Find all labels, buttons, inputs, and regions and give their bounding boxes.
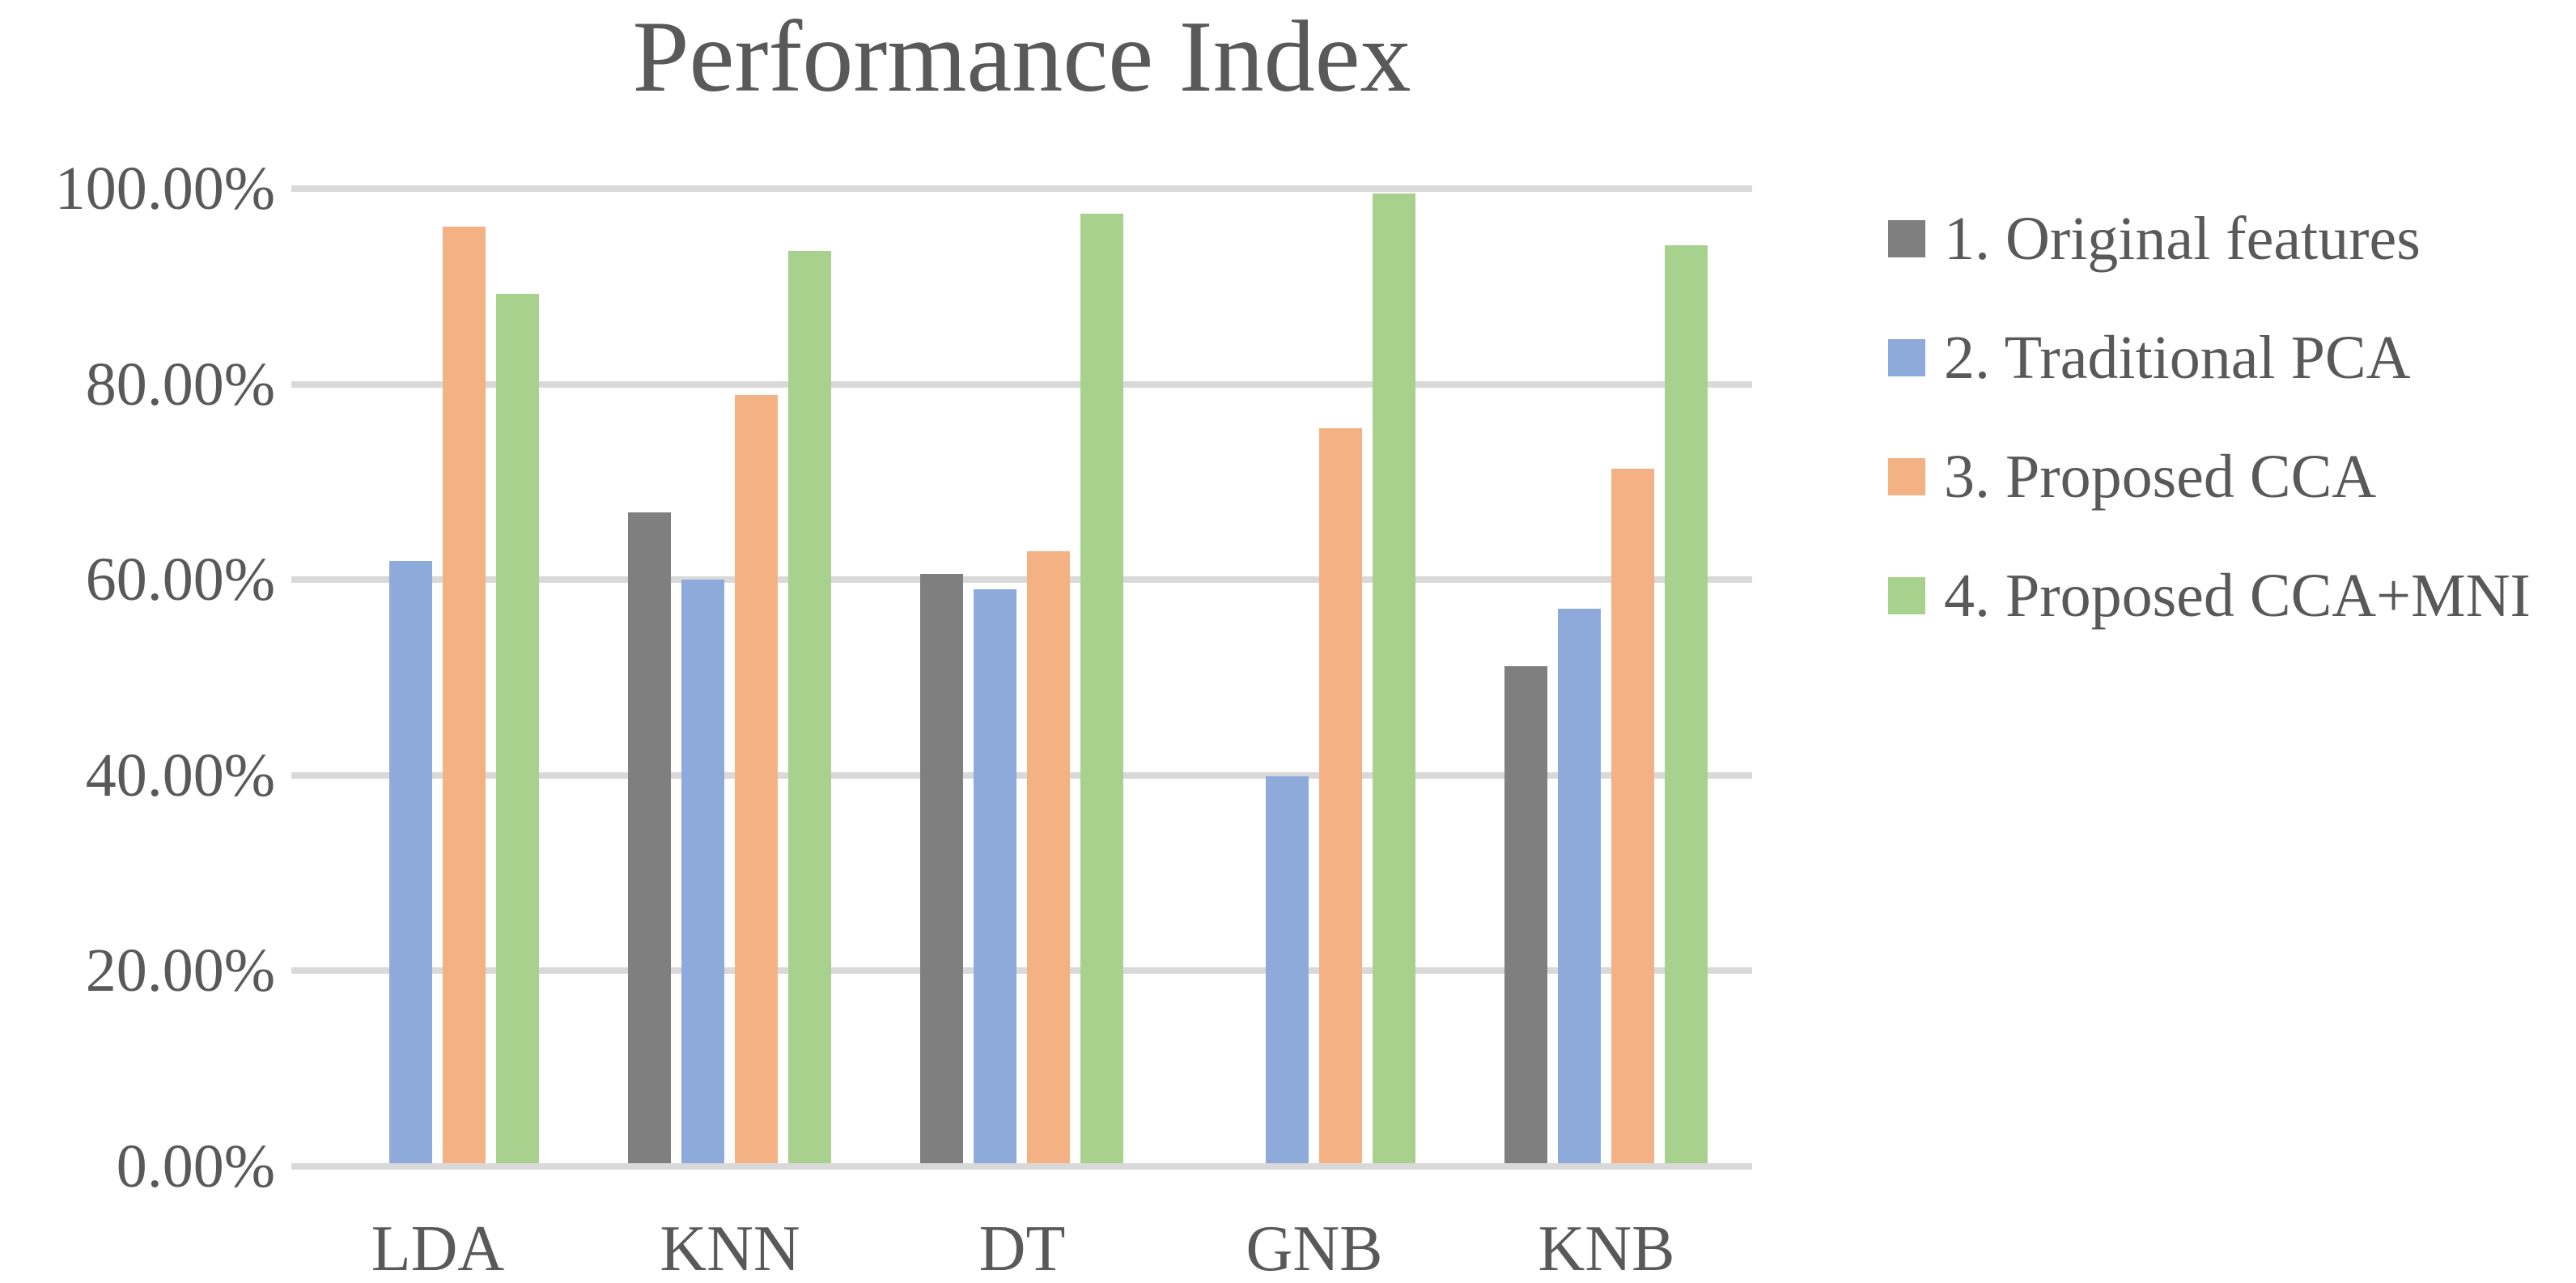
gridline: [291, 185, 1752, 192]
legend-swatch-icon: [1888, 339, 1925, 376]
bar-dt-series-4: [1080, 214, 1123, 1163]
bar-knb-series-2: [1558, 609, 1601, 1163]
x-axis-category-label: GNB: [1246, 1213, 1383, 1283]
legend-item: 1. Original features: [1888, 208, 2421, 270]
legend-swatch-icon: [1888, 458, 1925, 495]
legend-item-label: 3. Proposed CCA: [1944, 443, 2377, 511]
bar-knn-series-4: [788, 251, 831, 1163]
bar-knn-series-2: [681, 580, 724, 1163]
x-axis-category-label: DT: [978, 1213, 1066, 1283]
bar-dt-series-2: [974, 589, 1016, 1163]
bar-knb-series-1: [1504, 666, 1547, 1163]
gridline: [291, 967, 1752, 975]
bar-lda-series-3: [443, 227, 486, 1163]
bar-knn-series-3: [735, 395, 778, 1163]
chart-title: Performance Index: [632, 1, 1411, 113]
y-axis-tick-label: 0.00%: [116, 1132, 275, 1200]
bar-gnb-series-2: [1266, 776, 1309, 1163]
gridline: [291, 771, 1752, 779]
gridline: [291, 380, 1752, 388]
bar-lda-series-4: [496, 294, 539, 1163]
legend-item: 2. Traditional PCA: [1888, 327, 2410, 389]
legend-item: 4. Proposed CCA+MNI: [1888, 565, 2531, 627]
legend-item: 3. Proposed CCA: [1888, 446, 2376, 508]
bar-knn-series-1: [628, 512, 671, 1163]
gridline: [291, 576, 1752, 584]
bar-lda-series-2: [389, 561, 432, 1163]
bar-gnb-series-3: [1319, 428, 1362, 1163]
bar-dt-series-3: [1027, 551, 1070, 1163]
y-axis-tick-label: 20.00%: [85, 937, 275, 1005]
legend-item-label: 4. Proposed CCA+MNI: [1944, 562, 2531, 630]
y-axis-tick-label: 100.00%: [54, 155, 275, 223]
bar-knb-series-4: [1665, 245, 1708, 1163]
bar-dt-series-1: [920, 574, 963, 1163]
bar-knb-series-3: [1611, 469, 1654, 1163]
y-axis-tick-label: 80.00%: [85, 350, 275, 418]
x-axis-category-label: LDA: [371, 1213, 505, 1283]
gridline: [291, 1163, 1752, 1170]
x-axis-category-label: KNN: [660, 1213, 800, 1283]
legend-item-label: 1. Original features: [1944, 205, 2421, 273]
y-axis-tick-label: 60.00%: [85, 546, 275, 614]
legend-item-label: 2. Traditional PCA: [1944, 324, 2411, 392]
bar-gnb-series-4: [1373, 193, 1415, 1163]
legend-swatch-icon: [1888, 577, 1925, 614]
x-axis-category-label: KNB: [1538, 1213, 1675, 1283]
legend-swatch-icon: [1888, 220, 1925, 257]
y-axis-tick-label: 40.00%: [85, 741, 275, 809]
